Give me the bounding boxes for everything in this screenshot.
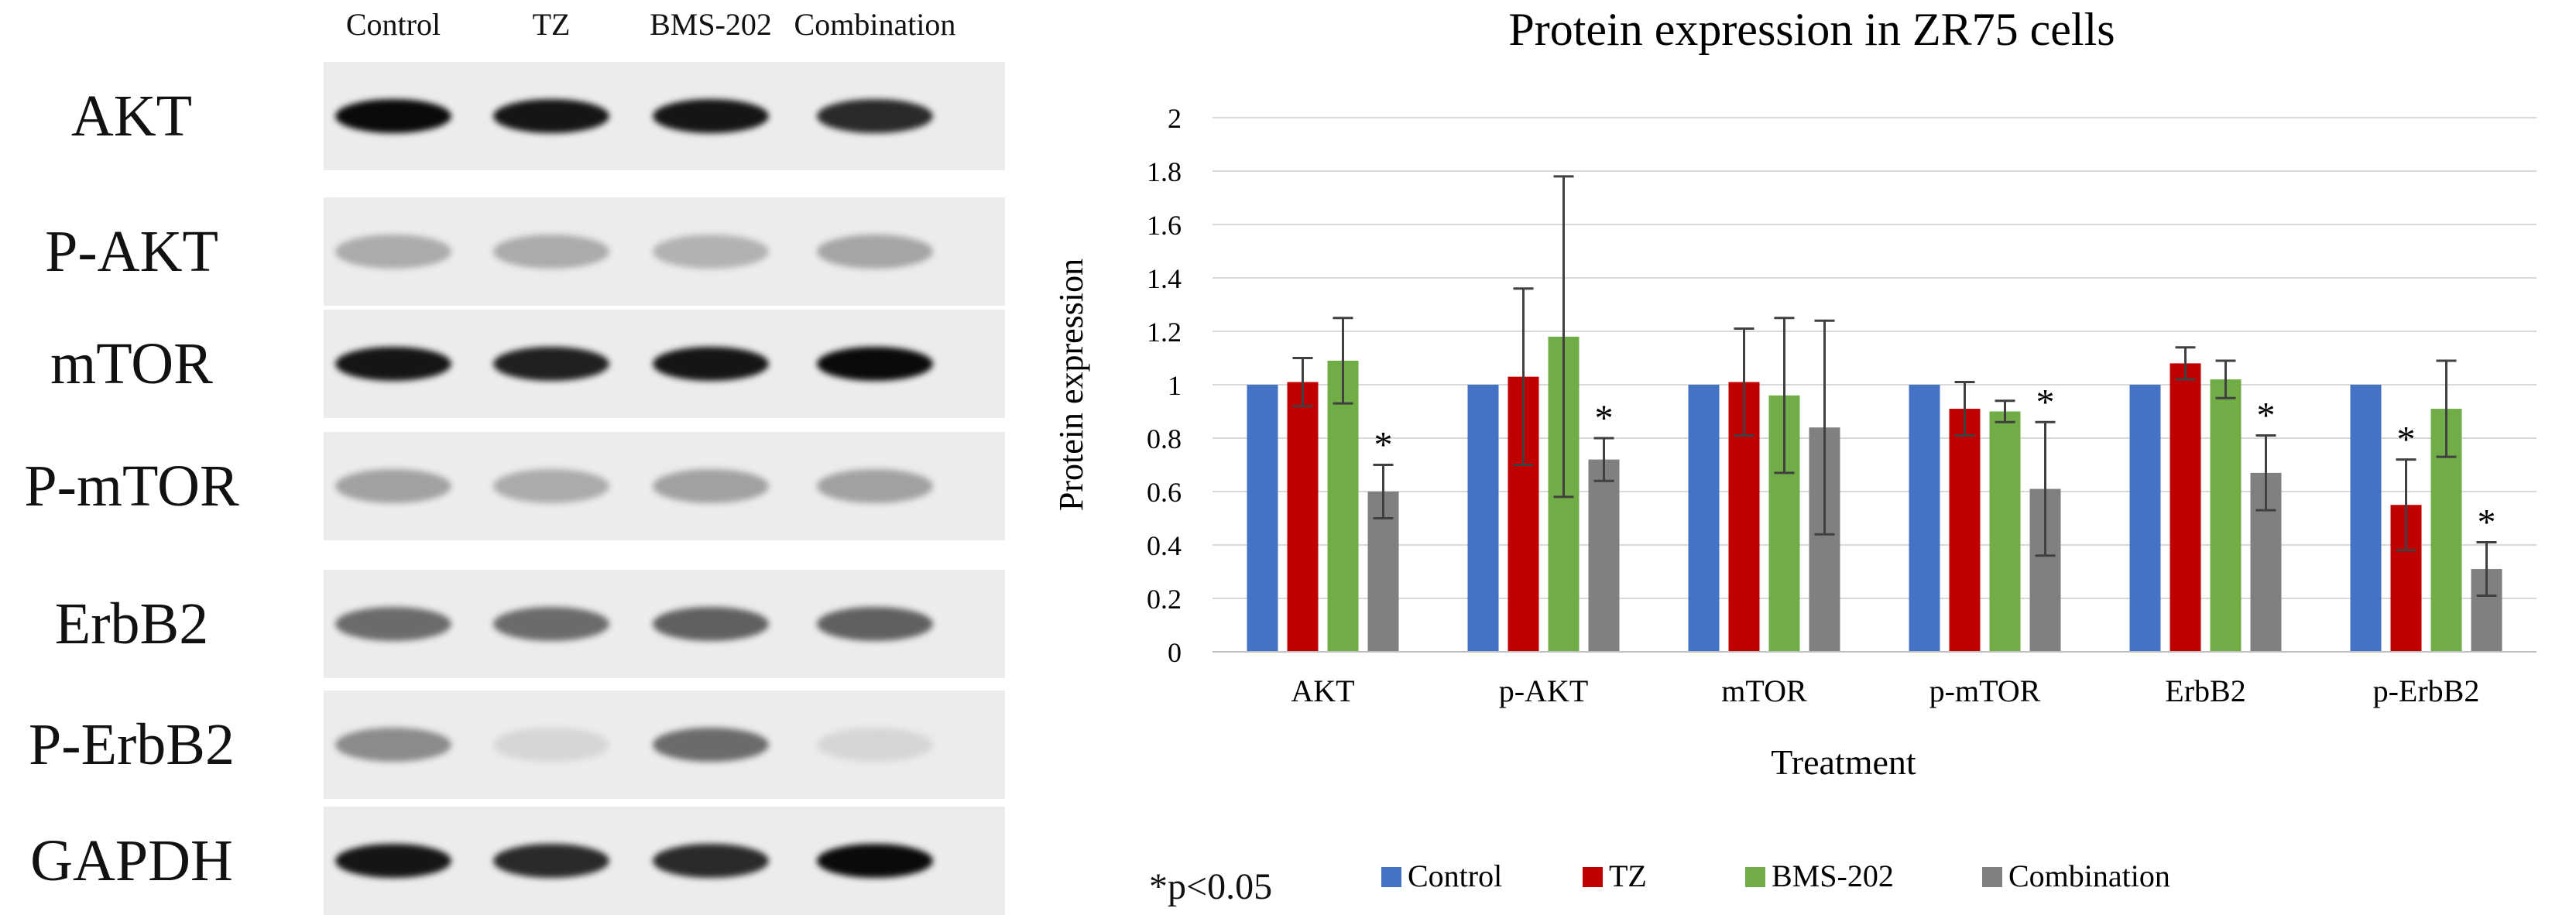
blot-band xyxy=(493,607,609,641)
x-tick-label: ErbB2 xyxy=(2165,673,2245,708)
bar-combination xyxy=(1588,459,1620,652)
significance-footnote: *p<0.05 xyxy=(1149,866,1273,907)
y-tick-label: 1.8 xyxy=(1147,156,1182,187)
western-blot-panel: Control TZ BMS-202 Combination AKT P-AKT mTOR P… xyxy=(0,0,1022,915)
blot-band xyxy=(817,469,933,503)
blot-band xyxy=(335,235,451,269)
blot-band xyxy=(653,728,769,762)
blot-membrane-strip xyxy=(324,691,1005,799)
y-tick-label: 2 xyxy=(1168,103,1182,134)
y-tick-label: 0.6 xyxy=(1147,477,1182,508)
significance-marker: * xyxy=(1374,425,1393,466)
bar-control xyxy=(1467,385,1499,652)
bar-tz xyxy=(2170,363,2201,652)
y-tick-label: 0.8 xyxy=(1147,423,1182,454)
blot-band xyxy=(817,347,933,381)
blot-band xyxy=(335,844,451,878)
lane-header: BMS-202 xyxy=(650,7,772,42)
bar-control xyxy=(1688,385,1720,652)
chart-title: Protein expression in ZR75 cells xyxy=(1508,4,2115,55)
blot-band xyxy=(493,728,609,762)
y-tick-label: 0.2 xyxy=(1147,584,1182,615)
blot-band xyxy=(653,844,769,878)
blot-band xyxy=(493,347,609,381)
blot-band xyxy=(335,99,451,133)
legend-swatch xyxy=(1583,867,1603,887)
significance-marker: * xyxy=(2397,420,2416,461)
bar-bms-202 xyxy=(1989,411,2021,652)
y-tick-label: 1.6 xyxy=(1147,210,1182,241)
blot-band xyxy=(335,469,451,503)
y-tick-label: 0 xyxy=(1168,637,1182,668)
bar-tz xyxy=(1949,409,1981,652)
y-tick-label: 1.2 xyxy=(1147,317,1182,348)
significance-marker: * xyxy=(1595,398,1614,439)
bar-bms-202 xyxy=(2210,379,2242,652)
x-tick-label: p-AKT xyxy=(1499,673,1589,708)
legend-swatch xyxy=(1381,867,1401,887)
y-tick-label: 1 xyxy=(1168,370,1182,401)
lane-header: Control xyxy=(345,7,441,42)
blot-row-label: GAPDH xyxy=(30,828,233,893)
significance-marker: * xyxy=(2257,396,2276,437)
bar-control xyxy=(1909,385,1940,652)
blot-membrane-strip xyxy=(324,570,1005,678)
legend-label: BMS-202 xyxy=(1772,858,1894,893)
blot-membrane-strip xyxy=(324,62,1005,170)
blot-band xyxy=(817,235,933,269)
blot-membrane-strip xyxy=(324,807,1005,915)
legend-swatch xyxy=(1982,867,2002,887)
x-tick-label: AKT xyxy=(1291,673,1354,708)
x-tick-label: p-mTOR xyxy=(1929,673,2041,708)
bar-bms-202 xyxy=(1327,360,1359,652)
lane-header: Combination xyxy=(794,7,956,42)
blot-row-label: P-ErbB2 xyxy=(29,712,235,777)
blot-membrane-strip xyxy=(324,432,1005,540)
bar-control xyxy=(1247,385,1278,652)
blot-membrane-strip xyxy=(324,310,1005,418)
blot-band xyxy=(817,99,933,133)
legend-swatch xyxy=(1745,867,1765,887)
blot-row-label: AKT xyxy=(70,84,193,149)
blot-band xyxy=(335,607,451,641)
blot-band xyxy=(493,844,609,878)
blot-band xyxy=(653,99,769,133)
legend-label: TZ xyxy=(1609,858,1647,893)
bar-control xyxy=(2129,385,2161,652)
blot-membrane-strip xyxy=(324,197,1005,306)
blot-band xyxy=(493,99,609,133)
blot-row-label: mTOR xyxy=(50,331,213,396)
blot-band xyxy=(493,235,609,269)
significance-marker: * xyxy=(2478,502,2496,543)
blot-band xyxy=(653,607,769,641)
x-tick-label: p-ErbB2 xyxy=(2373,673,2480,708)
blot-band xyxy=(817,607,933,641)
blot-row-label: P-mTOR xyxy=(24,454,239,519)
bar-chart: Protein expression in ZR75 cells 0 0.2 0.4 0… xyxy=(1052,4,2537,893)
legend-label: Control xyxy=(1408,858,1502,893)
blot-band xyxy=(653,347,769,381)
blot-band xyxy=(653,469,769,503)
blot-band xyxy=(653,235,769,269)
y-tick-label: 1.4 xyxy=(1147,263,1182,294)
x-tick-label: mTOR xyxy=(1721,673,1807,708)
blot-band xyxy=(335,347,451,381)
blot-band xyxy=(817,728,933,762)
blot-row-label: P-AKT xyxy=(45,219,218,284)
significance-marker: * xyxy=(2036,382,2055,423)
blot-band xyxy=(817,844,933,878)
blot-band xyxy=(335,728,451,762)
bar-control xyxy=(2350,385,2382,652)
x-axis-label: Treatment xyxy=(1771,742,1916,782)
lane-header: TZ xyxy=(532,7,571,42)
bar-tz xyxy=(1287,382,1319,652)
y-axis-label: Protein expression xyxy=(1052,259,1090,511)
blot-band xyxy=(493,469,609,503)
blot-row-label: ErbB2 xyxy=(54,591,209,656)
legend-label: Combination xyxy=(2008,858,2170,893)
y-tick-label: 0.4 xyxy=(1147,530,1182,561)
